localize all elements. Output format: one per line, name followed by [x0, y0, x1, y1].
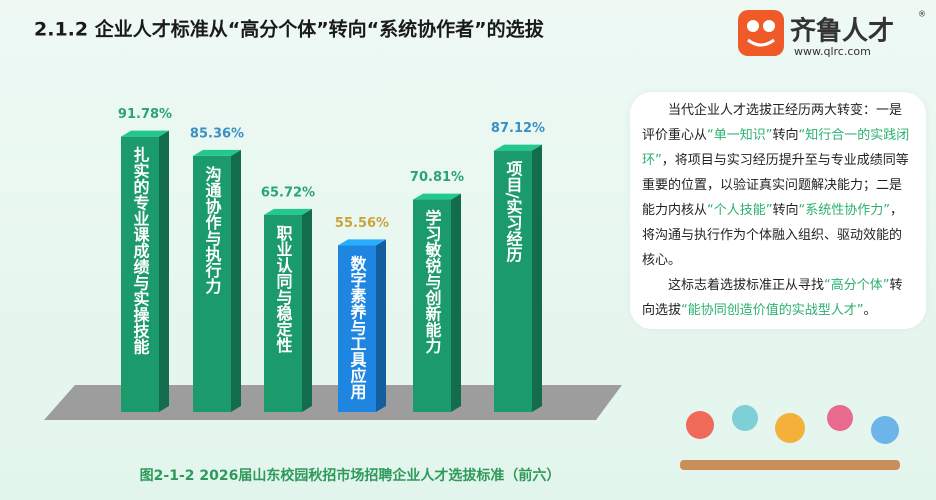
highlight-text: “个人技能” [707, 203, 773, 218]
bar-side [159, 130, 169, 412]
highlight-text: “能协同创造价值的实战型人才” [681, 303, 864, 318]
body-text: 这标志着选拔标准正从寻找 [668, 278, 825, 293]
highlight-text: “系统性协作力” [798, 203, 890, 218]
logo: 齐鲁人才 www.qlrc.com ® [738, 8, 928, 58]
bar [494, 150, 532, 412]
bar [413, 199, 451, 412]
summary-panel: 当代企业人才选拔正经历两大转变：一是评价重心从“单一知识”转向“知行合一的实践闭… [630, 92, 926, 329]
body-text: 转向选拔 [642, 278, 903, 318]
category-label: 学习敏锐与创新能力 [423, 209, 443, 355]
decor [680, 405, 900, 470]
chart-title: 2.1.2 企业人才标准从“高分个体”转向“系统协作者”的选拔 [34, 18, 545, 41]
bar-top [121, 130, 169, 137]
bar [193, 155, 231, 413]
bar [121, 136, 159, 412]
category-label: 数字素养与工具应用 [348, 254, 368, 400]
body-text: 转向 [772, 128, 799, 143]
bar [338, 245, 376, 412]
bar-top [494, 144, 542, 151]
body-text: 转向 [772, 203, 799, 218]
value-label: 87.12% [491, 121, 545, 136]
bar-side [302, 208, 312, 412]
bar [264, 214, 302, 412]
category-label: 沟通协作与执行力 [203, 165, 223, 295]
body-text: 。 [863, 303, 877, 318]
paragraph: 这标志着选拔标准正从寻找“高分个体”转向选拔“能协同创造价值的实战型人才”。 [642, 273, 914, 323]
category-label: 职业认同与稳定性 [274, 225, 294, 354]
body-text: 当代企业人才选拔正经历两大转变：一是评价重心从 [642, 103, 903, 143]
bar-top [264, 208, 312, 215]
bar-top [413, 193, 461, 200]
category-label: 扎实的专业课成绩与实操技能 [131, 146, 150, 356]
highlight-text: “单一知识” [707, 128, 773, 143]
paragraph: 当代企业人才选拔正经历两大转变：一是评价重心从“单一知识”转向“知行合一的实践闭… [642, 98, 914, 273]
bar-side [532, 144, 542, 412]
caption: 图2-1-2 2026届山东校园秋招市场招聘企业人才选拔标准（前六） [140, 467, 561, 484]
logo-mark: ® [918, 10, 926, 19]
value-label: 55.56% [335, 216, 389, 231]
value-label: 91.78% [118, 107, 172, 122]
highlight-text: “高分个体” [824, 278, 890, 293]
logo-name: 齐鲁人才 [790, 16, 894, 47]
value-label: 70.81% [410, 170, 464, 185]
body-text: ，将沟通与执行作为个体融入组织、驱动效能的核心。 [642, 203, 904, 268]
bar-top [338, 239, 386, 246]
logo-graphic: 齐鲁人才 www.qlrc.com ® [738, 10, 926, 58]
floor [44, 385, 622, 420]
bar-side [376, 239, 386, 412]
value-label: 65.72% [261, 185, 315, 200]
highlight-text: “知行合一的实践闭环” [642, 128, 910, 168]
logo-url: www.qlrc.com [794, 45, 871, 58]
body-text: ，将项目与实习经历提升至与专业成绩同等重要的位置，以验证真实问题解决能力；二是能… [642, 153, 909, 218]
value-label: 85.36% [190, 126, 244, 141]
bar-side [231, 149, 241, 413]
bar-top [193, 149, 241, 156]
category-label: 项目/实习经历 [504, 161, 523, 264]
bar-side [451, 193, 461, 412]
